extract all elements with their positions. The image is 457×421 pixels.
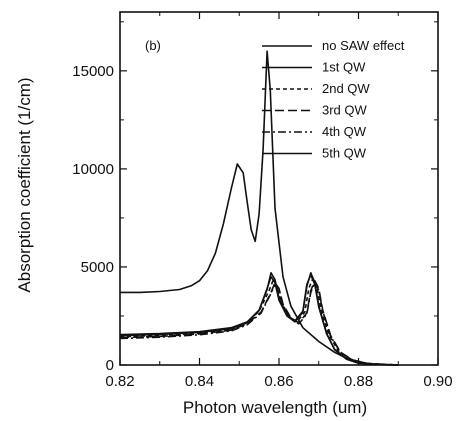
y-tick-label: 15000 xyxy=(72,63,114,80)
series-line-4 xyxy=(119,279,399,366)
x-tick-label: 0.82 xyxy=(105,373,134,390)
legend-label-2: 1st QW xyxy=(322,60,366,75)
y-tick-label: 10000 xyxy=(72,161,114,178)
y-tick-label: 5000 xyxy=(81,259,114,276)
x-tick-label: 0.88 xyxy=(344,373,373,390)
plot-frame-group xyxy=(119,11,439,366)
y-tick-label: 0 xyxy=(106,357,114,374)
series-group xyxy=(119,50,399,366)
axes-group: 0.82 0.84 0.86 0.88 0.90 0 5000 10000 15000 xyxy=(72,12,453,390)
legend-label-3: 2nd QW xyxy=(322,81,370,96)
plot-frame xyxy=(119,11,439,366)
x-tick-label: 0.86 xyxy=(264,373,293,390)
y-axis-title: Absorption coefficient (1/cm) xyxy=(15,77,34,292)
x-tick-label: 0.90 xyxy=(423,373,452,390)
legend-label-6: 5th QW xyxy=(322,146,367,161)
series-line-1 xyxy=(120,50,399,366)
series-line-5 xyxy=(119,281,399,366)
x-axis-title: Photon wavelength (um) xyxy=(183,398,367,417)
legend-label-5: 4th QW xyxy=(322,124,367,139)
legend-label-4: 3rd QW xyxy=(322,103,368,118)
x-tick-label: 0.84 xyxy=(185,373,214,390)
series-line-2 xyxy=(119,272,399,366)
legend-label-1: no SAW effect xyxy=(322,38,405,53)
legend: no SAW effect 1st QW 2nd QW 3rd QW 4th QW 5th… xyxy=(262,38,405,161)
series-line-6 xyxy=(119,272,399,366)
panel-label: (b) xyxy=(145,38,161,53)
